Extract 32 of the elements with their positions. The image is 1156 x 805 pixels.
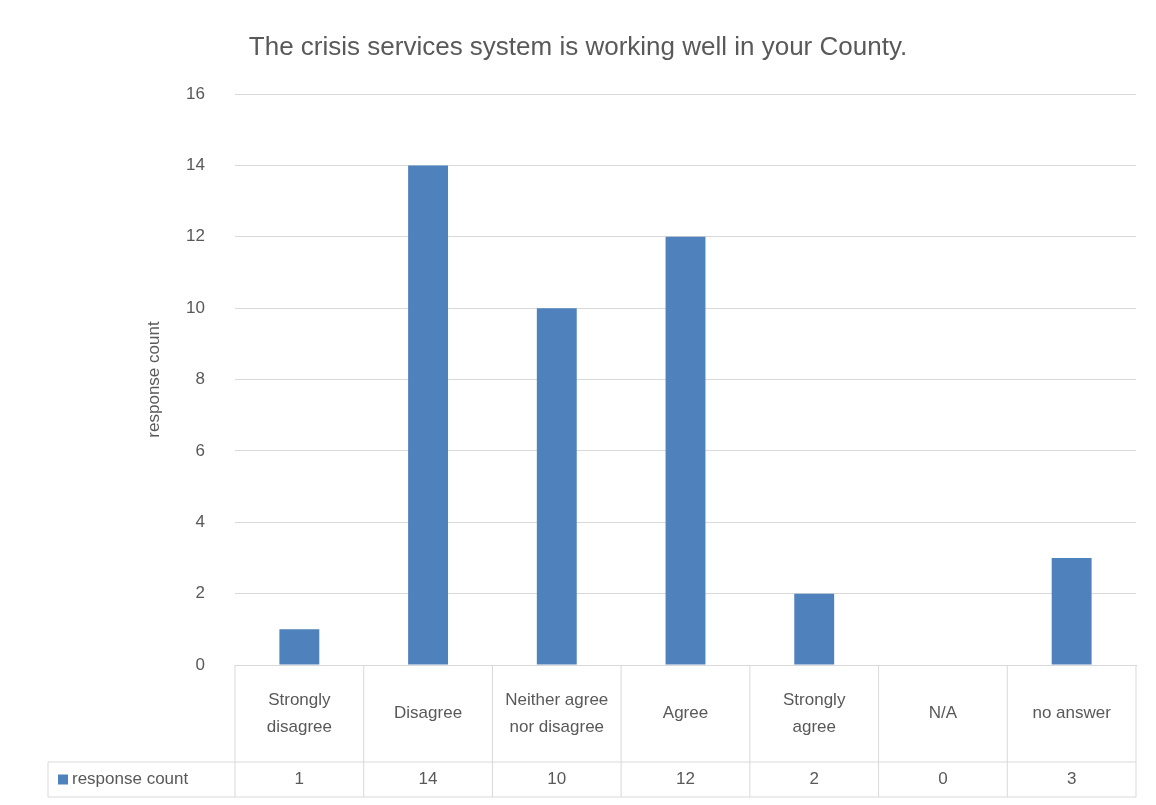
- bar: [1051, 557, 1092, 665]
- y-tick-label: 10: [186, 297, 205, 317]
- y-tick-label: 0: [195, 654, 205, 674]
- data-label: 12: [676, 769, 695, 789]
- y-tick-label: 12: [186, 226, 205, 246]
- y-tick-label: 4: [195, 511, 205, 531]
- y-tick-label: 6: [195, 440, 205, 460]
- bar: [665, 236, 706, 665]
- bar: [536, 308, 577, 665]
- x-tick-label: Strongly agree: [783, 689, 846, 736]
- x-tick-label: N/A: [928, 703, 958, 723]
- data-label: 14: [418, 769, 438, 789]
- bar: [279, 629, 320, 665]
- y-axis-title: response count: [143, 321, 163, 438]
- y-tick-label: 16: [186, 83, 205, 103]
- data-label: 1: [294, 769, 305, 789]
- x-tick-label: Disagree: [394, 703, 463, 723]
- bar: [794, 593, 835, 665]
- legend-label: response count: [72, 769, 189, 789]
- chart-title: The crisis services system is working well in your County.: [248, 31, 908, 62]
- data-label: 2: [809, 769, 819, 789]
- y-tick-label: 2: [195, 583, 205, 603]
- x-tick-label: Neither agree nor disagree: [505, 689, 609, 736]
- data-label: 3: [1066, 769, 1077, 789]
- bar: [408, 165, 449, 665]
- x-tick-label: no answer: [1032, 703, 1112, 723]
- y-tick-label: 8: [195, 369, 205, 389]
- data-label: 10: [547, 769, 567, 789]
- x-tick-label: Strongly disagree: [266, 689, 332, 736]
- data-label: 0: [938, 769, 948, 789]
- y-tick-label: 14: [186, 155, 205, 175]
- x-tick-label: Agree: [662, 703, 709, 723]
